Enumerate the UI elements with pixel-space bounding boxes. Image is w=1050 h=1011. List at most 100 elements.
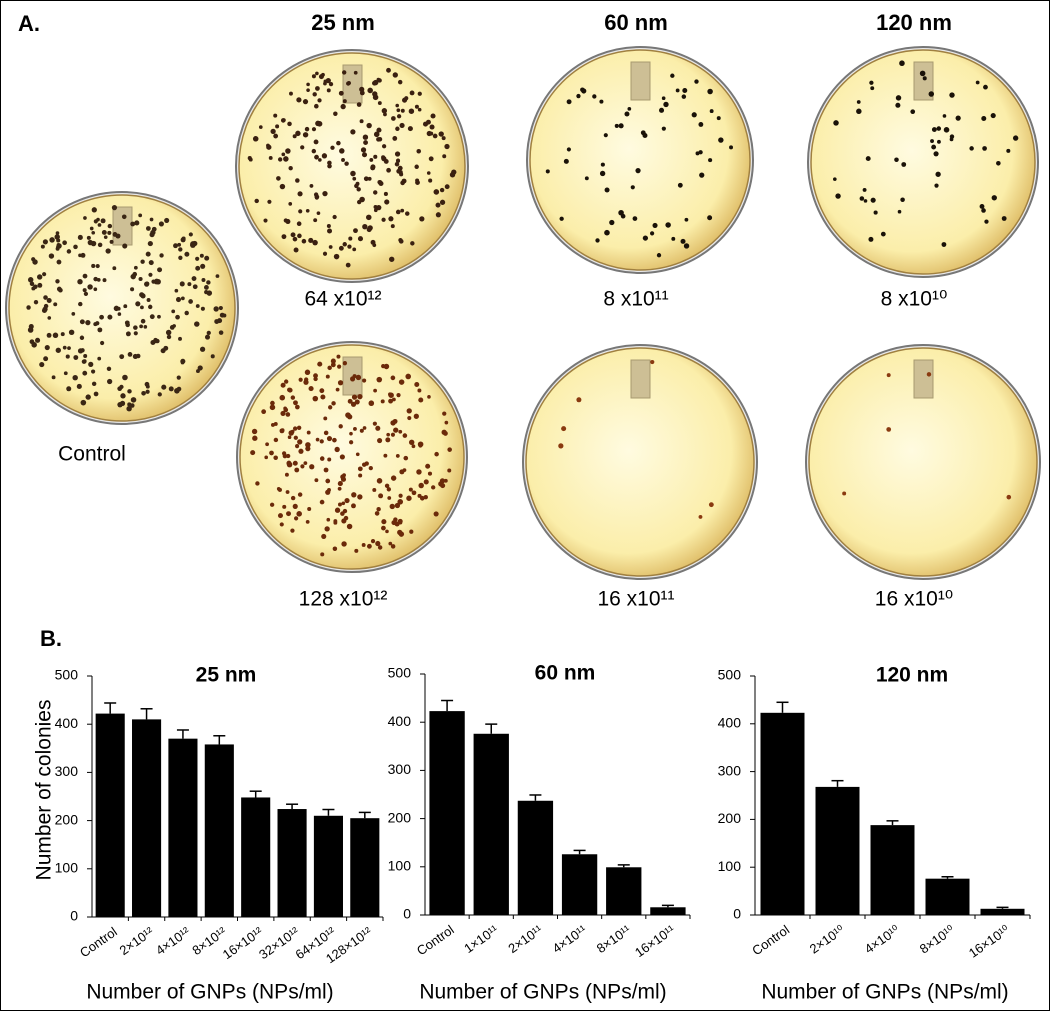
colony: [900, 197, 905, 203]
colony: [297, 439, 303, 445]
colony: [285, 219, 291, 225]
colony: [88, 361, 94, 367]
colony: [323, 416, 328, 421]
colony: [363, 176, 369, 182]
colony: [120, 393, 126, 399]
colony: [427, 395, 431, 399]
colony: [377, 545, 383, 550]
colony: [833, 177, 837, 181]
y-tick-label: 500: [718, 667, 742, 683]
bar: [870, 825, 915, 915]
colony: [184, 310, 189, 316]
colony: [383, 363, 390, 370]
colony: [381, 519, 387, 525]
colony: [373, 388, 377, 393]
colony: [122, 374, 128, 381]
colony: [352, 247, 357, 252]
colony: [127, 402, 132, 407]
colony: [168, 386, 174, 392]
colony: [388, 398, 394, 404]
colony: [386, 432, 391, 437]
colony: [323, 430, 329, 436]
colony: [375, 540, 381, 547]
colony: [729, 145, 734, 150]
colony: [941, 242, 947, 247]
colony: [390, 544, 396, 549]
colony: [650, 359, 655, 365]
colony: [316, 211, 321, 216]
colony: [383, 191, 388, 196]
colony: [341, 541, 347, 547]
colony: [330, 358, 336, 364]
colony: [319, 456, 325, 461]
colony: [943, 127, 950, 133]
colony: [342, 508, 348, 514]
colony: [428, 178, 433, 183]
colony: [955, 115, 961, 121]
colony: [171, 309, 176, 314]
colony: [327, 228, 333, 234]
colony: [270, 400, 275, 406]
colony: [707, 215, 713, 221]
colony: [145, 251, 151, 257]
colony: [599, 170, 606, 177]
colony: [604, 229, 610, 236]
colony: [408, 108, 415, 114]
colony: [270, 128, 276, 134]
colony: [432, 133, 438, 139]
colony: [413, 413, 419, 419]
colony: [584, 176, 589, 181]
colony: [359, 196, 365, 203]
colony: [391, 520, 397, 526]
colony: [285, 490, 290, 494]
colony: [680, 238, 686, 244]
colony: [444, 184, 450, 190]
colony: [219, 312, 225, 318]
colony: [197, 365, 203, 371]
colony: [306, 88, 310, 92]
colony: [296, 511, 302, 517]
colony: [396, 168, 402, 174]
colony: [281, 451, 287, 456]
colony: [29, 281, 35, 287]
colony: [175, 314, 180, 320]
colony: [366, 227, 372, 233]
colony: [269, 404, 276, 411]
bar: [650, 907, 686, 915]
colony: [330, 362, 336, 368]
colony: [357, 236, 364, 242]
colony: [609, 219, 615, 226]
y-tick-label: 0: [70, 908, 78, 924]
colony: [319, 388, 325, 394]
colony: [296, 221, 302, 227]
colony: [996, 160, 1001, 166]
colony: [289, 91, 293, 96]
colony: [351, 394, 358, 400]
colony: [144, 381, 150, 387]
colony: [444, 143, 450, 150]
colony: [306, 82, 310, 87]
colony: [352, 176, 357, 181]
colony: [353, 426, 357, 431]
colony: [201, 278, 206, 282]
colony: [656, 253, 662, 258]
colony: [942, 114, 947, 118]
colony: [614, 123, 619, 128]
colony: [44, 344, 50, 351]
colony: [377, 136, 383, 142]
colony: [361, 543, 366, 547]
colony: [292, 426, 298, 431]
colony: [399, 172, 404, 177]
colony: [395, 126, 400, 131]
colony: [56, 238, 61, 243]
colony: [292, 503, 298, 509]
plate-tag: [630, 61, 651, 101]
colony: [80, 348, 85, 353]
colony: [378, 493, 384, 499]
colony: [346, 81, 351, 86]
column-header: 25 nm: [311, 10, 375, 35]
colony: [337, 380, 344, 386]
colony: [842, 491, 847, 496]
colony: [68, 329, 75, 336]
